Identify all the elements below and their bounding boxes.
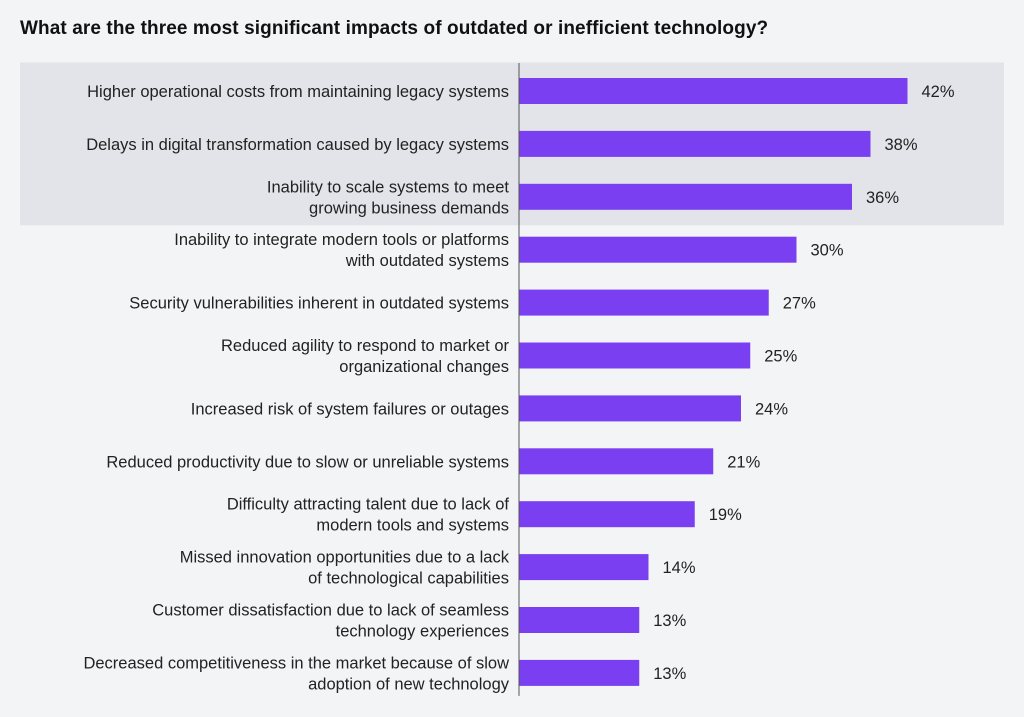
category-label: Missed innovation opportunities due to a… — [180, 549, 510, 588]
bar — [519, 607, 640, 633]
bar-row: 21% Reduced productivity due to slow or u… — [106, 448, 761, 475]
category-label-line: organizational changes — [339, 358, 509, 376]
category-label: Difficulty attracting talent due to lack… — [227, 496, 510, 535]
bar-row: 36% Inability to scale systems to meet gro… — [267, 178, 899, 217]
category-label-line: technology experiences — [336, 623, 509, 641]
bar — [519, 448, 714, 475]
bar — [519, 289, 769, 316]
category-label: Inability to scale systems to meet growin… — [267, 178, 510, 217]
category-label-line: Increased risk of system failures or out… — [191, 400, 509, 418]
category-label: Reduced agility to respond to market or o… — [221, 337, 509, 376]
value-label: 30% — [811, 242, 844, 260]
bar-row: 30% Inability to integrate modern tools o… — [174, 231, 844, 270]
category-label: Delays in digital transformation caused … — [86, 136, 509, 154]
category-label: Increased risk of system failures or out… — [191, 400, 509, 418]
category-label-line: Inability to integrate modern tools or p… — [174, 231, 509, 249]
category-label-line: Reduced agility to respond to market or — [221, 337, 509, 355]
bar — [519, 659, 640, 686]
bar — [519, 130, 871, 157]
category-label-line: adoption of new technology — [308, 675, 510, 693]
category-label-line: Missed innovation opportunities due to a… — [180, 549, 510, 567]
category-label-line: Reduced productivity due to slow or unre… — [106, 453, 509, 471]
category-label: Customer dissatisfaction due to lack of … — [152, 602, 509, 641]
category-label: Reduced productivity due to slow or unre… — [106, 453, 509, 471]
value-label: 42% — [922, 83, 955, 101]
category-label-line: Security vulnerabilities inherent in out… — [129, 295, 509, 313]
bar-row: 27% Security vulnerabilities inherent in … — [129, 289, 816, 316]
bar-row: 25% Reduced agility to respond to market … — [221, 337, 798, 376]
category-label-line: Delays in digital transformation caused … — [86, 136, 509, 154]
category-label-line: Inability to scale systems to meet — [267, 178, 510, 196]
bar — [519, 342, 751, 369]
category-label-line: Difficulty attracting talent due to lack… — [227, 496, 510, 514]
bar-row: 38% Delays in digital transformation caus… — [86, 130, 918, 157]
category-label-line: modern tools and systems — [316, 517, 509, 535]
bar-row: 14% Missed innovation opportunities due t… — [180, 549, 696, 588]
category-label: Decreased competitiveness in the market … — [83, 654, 509, 693]
chart-title: What are the three most significant impa… — [20, 18, 769, 39]
category-label: Inability to integrate modern tools or p… — [174, 231, 509, 270]
category-label-line: of technological capabilities — [308, 570, 509, 588]
value-label: 13% — [653, 612, 686, 630]
bar — [519, 501, 695, 528]
bar — [519, 78, 908, 104]
value-label: 13% — [653, 665, 686, 683]
bar-row: 13% Decreased competitiveness in the mark… — [83, 654, 686, 693]
value-label: 19% — [709, 506, 742, 524]
value-label: 14% — [663, 559, 696, 577]
category-label-line: Higher operational costs from maintainin… — [87, 83, 509, 101]
category-label-line: growing business demands — [309, 199, 509, 217]
bar — [519, 554, 649, 581]
bar-row: 24% Increased risk of system failures or … — [191, 395, 788, 422]
value-label: 21% — [727, 453, 760, 471]
value-label: 25% — [764, 348, 797, 366]
bar — [519, 236, 797, 263]
value-label: 24% — [755, 400, 788, 418]
value-label: 27% — [783, 295, 816, 313]
bar — [519, 183, 852, 210]
bar-row: 42% Higher operational costs from maintai… — [87, 78, 955, 104]
category-label: Higher operational costs from maintainin… — [87, 83, 509, 101]
category-label: Security vulnerabilities inherent in out… — [129, 295, 509, 313]
bar — [519, 395, 741, 422]
value-label: 38% — [885, 136, 918, 154]
bar-row: 13% Customer dissatisfaction due to lack … — [152, 602, 686, 641]
category-label-line: Customer dissatisfaction due to lack of … — [152, 602, 509, 620]
value-label: 36% — [866, 189, 899, 207]
bar-row: 19% Difficulty attracting talent due to l… — [227, 496, 742, 535]
category-label-line: Decreased competitiveness in the market … — [83, 654, 509, 672]
category-label-line: with outdated systems — [345, 252, 509, 270]
